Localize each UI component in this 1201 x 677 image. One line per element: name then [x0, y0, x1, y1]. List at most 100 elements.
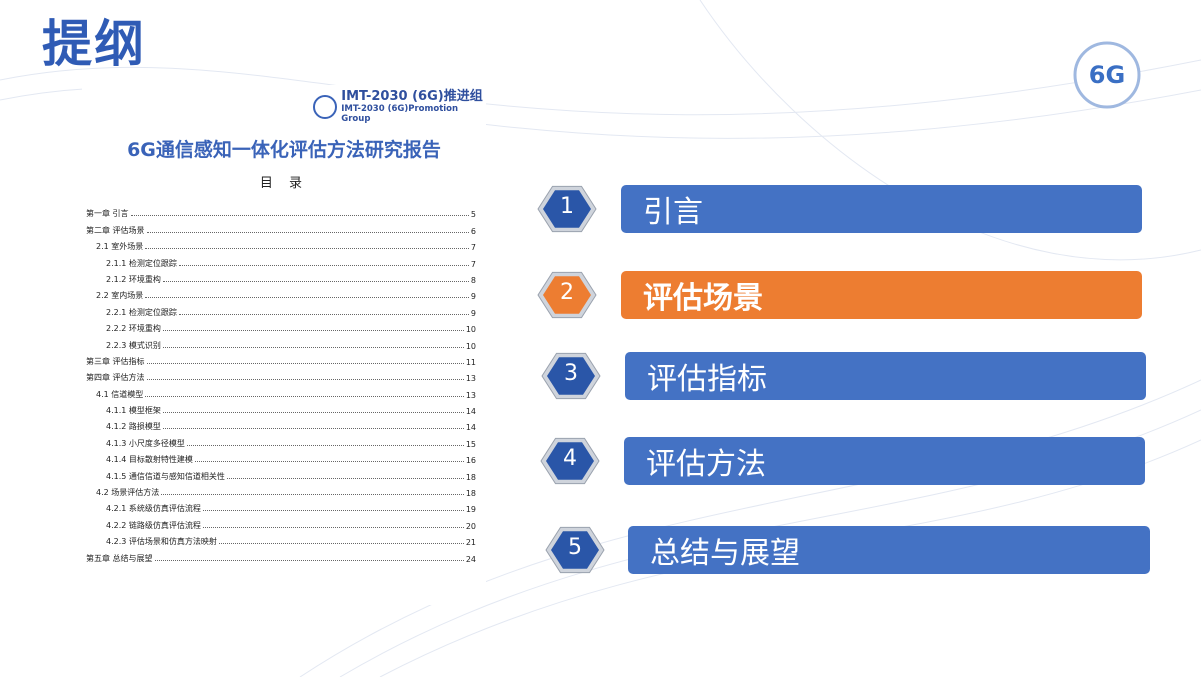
toc-row: 4.1.2 路损模型 14 — [86, 416, 476, 432]
toc-label: 4.2 场景评估方法 — [96, 488, 160, 498]
toc-label: 4.1.1 模型框架 — [106, 406, 161, 416]
toc-leader — [162, 412, 464, 414]
toc-row: 4.1.5 通信信道与感知信道相关性 18 — [86, 465, 476, 482]
toc-row: 4.1.3 小尺度多径模型 15 — [86, 432, 476, 449]
hexagon-face — [546, 442, 594, 480]
hexagon — [540, 437, 600, 485]
toc-label: 2.2.2 环境重构 — [106, 324, 161, 334]
toc-label: 2.2.1 检测定位跟踪 — [106, 307, 177, 317]
toc-row: 4.2.2 链路级仿真评估流程 20 — [86, 514, 476, 531]
toc-row: 2.1.2 环境重构 8 — [86, 269, 476, 285]
toc-label: 2.2.3 模式识别 — [106, 340, 161, 350]
toc-page: 21 — [465, 538, 476, 548]
toc-page: 13 — [465, 390, 476, 400]
logo-text: 6G — [1089, 61, 1125, 89]
outline-bar: 引言 — [621, 185, 1142, 233]
toc-row: 2.2.3 模式识别 10 — [86, 334, 476, 351]
toc-leader — [218, 543, 464, 545]
toc-label: 4.2.1 系统级仿真评估流程 — [106, 504, 201, 514]
toc-leader — [186, 444, 464, 446]
toc-label: 2.1.2 环境重构 — [106, 274, 161, 284]
toc-page: 16 — [465, 456, 476, 466]
toc-leader — [162, 330, 464, 332]
toc-row: 4.1 信道模型 13 — [86, 383, 476, 400]
toc-label: 4.2.3 评估场景和仿真方法映射 — [106, 537, 217, 547]
toc-leader — [145, 395, 464, 397]
toc-row: 2.1 室外场景 7 — [86, 236, 476, 252]
toc-page: 7 — [470, 243, 476, 253]
6g-logo: 6G — [1073, 41, 1141, 109]
toc-leader — [161, 494, 464, 496]
toc-page: 14 — [465, 423, 476, 433]
outline-bar: 评估指标 — [625, 352, 1146, 400]
toc-leader — [226, 477, 464, 479]
toc-page: 19 — [465, 505, 476, 515]
toc-leader — [130, 215, 469, 217]
toc-page: 14 — [465, 407, 476, 417]
toc-label: 第一章 引言 — [86, 209, 129, 219]
hexagon-face — [543, 190, 591, 228]
outline-bar: 总结与展望 — [628, 526, 1150, 574]
toc-heading: 目 录 — [259, 176, 309, 191]
toc-page: 15 — [465, 439, 476, 449]
outline-number: 2 — [560, 280, 574, 305]
toc-page: 11 — [465, 357, 476, 367]
toc-page: 6 — [470, 226, 476, 236]
doc-logo-icon — [313, 95, 337, 119]
hexagon-face — [551, 531, 599, 569]
toc-row: 4.1.1 模型框架 14 — [86, 400, 476, 416]
toc-leader — [178, 313, 469, 315]
toc-row: 4.1.4 目标散射特性建模 16 — [86, 449, 476, 465]
toc-leader — [202, 526, 464, 528]
toc-page: 9 — [470, 308, 476, 318]
toc-row: 第二章 评估场景 6 — [86, 219, 476, 236]
toc-label: 2.1 室外场景 — [96, 242, 144, 252]
toc-page: 5 — [470, 210, 476, 220]
toc-leader — [202, 510, 464, 512]
toc-label: 4.1.5 通信信道与感知信道相关性 — [106, 471, 225, 481]
toc-leader — [162, 428, 464, 430]
outline-number: 4 — [563, 446, 577, 471]
toc-label: 4.2.2 链路级仿真评估流程 — [106, 520, 201, 530]
outline-number: 1 — [560, 194, 574, 219]
toc-page: 10 — [465, 325, 476, 335]
toc-leader — [154, 559, 464, 561]
toc-leader — [145, 297, 469, 299]
toc-label: 4.1.2 路损模型 — [106, 422, 161, 432]
toc-page: 18 — [465, 472, 476, 482]
toc-row: 第一章 引言 5 — [86, 203, 476, 219]
slide-title: 提纲 — [42, 15, 146, 73]
doc-logo: IMT-2030 (6G)推进组 IMT-2030 (6G)Promotion G… — [312, 90, 486, 124]
hexagon — [541, 352, 601, 400]
outline-bar: 评估场景 — [621, 271, 1142, 319]
toc-row: 2.1.1 检测定位跟踪 7 — [86, 252, 476, 269]
toc-leader — [146, 231, 469, 233]
toc-row: 第五章 总结与展望 24 — [86, 547, 476, 564]
document-preview: IMT-2030 (6G)推进组 IMT-2030 (6G)Promotion G… — [82, 85, 486, 605]
logo-en: IMT-2030 (6G)Promotion Group — [341, 104, 459, 124]
hexagon-face — [543, 276, 591, 314]
outline-number: 5 — [568, 535, 582, 560]
hexagon-face — [547, 357, 595, 395]
toc-label: 4.1.3 小尺度多径模型 — [106, 438, 185, 448]
toc-leader — [194, 461, 464, 463]
toc-leader — [146, 379, 464, 381]
toc-row: 第三章 评估指标 11 — [86, 351, 476, 367]
toc-label: 2.1.1 检测定位跟踪 — [106, 258, 177, 268]
toc-row: 第四章 评估方法 13 — [86, 367, 476, 383]
logo-cn: IMT-2030 (6G)推进组 — [341, 89, 483, 104]
toc-label: 第三章 评估指标 — [86, 356, 145, 366]
toc-row: 4.2 场景评估方法 18 — [86, 482, 476, 498]
toc-page: 20 — [465, 521, 476, 531]
toc-page: 18 — [465, 489, 476, 499]
toc-leader — [162, 346, 464, 348]
toc-page: 24 — [465, 554, 476, 564]
outline-number: 3 — [564, 361, 578, 386]
toc-page: 7 — [470, 259, 476, 269]
toc-page: 13 — [465, 374, 476, 384]
hexagon — [537, 185, 597, 233]
toc-row: 2.2 室内场景 9 — [86, 285, 476, 301]
report-title: 6G通信感知一体化评估方法研究报告 — [127, 139, 441, 161]
toc-row: 4.2.3 评估场景和仿真方法映射 21 — [86, 531, 476, 547]
